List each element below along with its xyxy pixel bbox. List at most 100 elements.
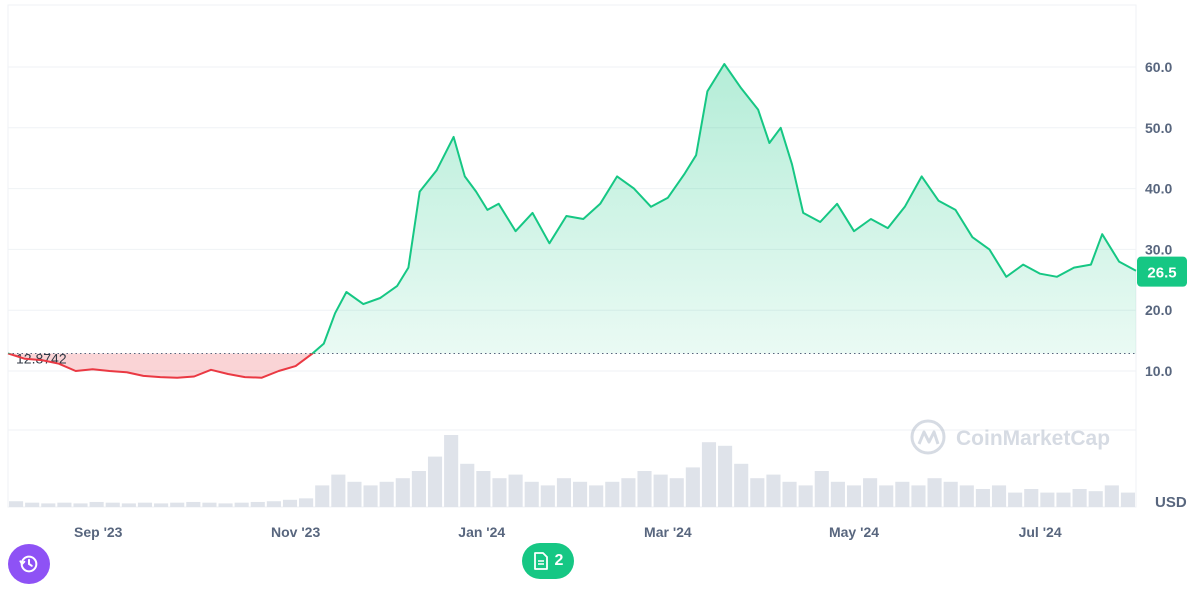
y-tick-label: 40.0 bbox=[1145, 181, 1172, 197]
volume-bar bbox=[218, 503, 233, 507]
volume-bar bbox=[347, 481, 362, 507]
volume-bar bbox=[685, 467, 700, 507]
volume-bar bbox=[476, 471, 491, 507]
volume-bar bbox=[718, 445, 733, 507]
volume-bar bbox=[653, 474, 668, 507]
coinmarketcap-logo-icon bbox=[910, 419, 946, 455]
volume-bar bbox=[137, 502, 153, 507]
volume-bar bbox=[508, 474, 523, 507]
volume-bar bbox=[734, 463, 749, 507]
volume-bar bbox=[975, 489, 990, 507]
volume-bar bbox=[573, 481, 588, 507]
volume-bar bbox=[379, 481, 394, 507]
volume-bar bbox=[460, 463, 475, 507]
x-tick-label: Jul '24 bbox=[1019, 524, 1062, 540]
y-tick-label: 20.0 bbox=[1145, 302, 1172, 318]
volume-bar bbox=[250, 501, 265, 507]
plot-frame bbox=[7, 4, 1137, 508]
volume-bar bbox=[331, 474, 346, 507]
volume-bar bbox=[879, 485, 894, 507]
volume-bar bbox=[863, 478, 878, 507]
volume-bar bbox=[1024, 489, 1039, 507]
volume-bar bbox=[234, 502, 249, 507]
volume-bar bbox=[73, 503, 88, 507]
volume-bar bbox=[556, 478, 571, 507]
volume-bar bbox=[427, 456, 443, 507]
volume-bar bbox=[89, 501, 104, 507]
volume-bar bbox=[798, 485, 813, 507]
volume-bar bbox=[186, 501, 201, 507]
x-tick-label: Nov '23 bbox=[271, 524, 320, 540]
volume-bar bbox=[782, 481, 797, 507]
volume-bar bbox=[363, 485, 378, 507]
volume-bar bbox=[911, 485, 926, 507]
volume-bar bbox=[589, 485, 604, 507]
volume-bar bbox=[25, 502, 40, 507]
x-tick-label: Jan '24 bbox=[458, 524, 505, 540]
volume-bar bbox=[170, 502, 185, 507]
volume-bar bbox=[492, 478, 507, 507]
volume-bar bbox=[895, 481, 910, 507]
area-above-baseline bbox=[8, 64, 1136, 354]
current-price-badge: 26.5 bbox=[1137, 256, 1187, 287]
history-clock-icon bbox=[19, 555, 38, 573]
volume-bar bbox=[669, 478, 684, 507]
volume-bar bbox=[814, 471, 829, 507]
volume-bar bbox=[315, 485, 330, 507]
volume-bar bbox=[395, 478, 410, 507]
y-tick-label: 30.0 bbox=[1145, 241, 1172, 257]
volume-bar bbox=[202, 502, 217, 507]
history-button[interactable] bbox=[8, 544, 50, 584]
x-tick-label: May '24 bbox=[829, 524, 879, 540]
volume-bar bbox=[266, 501, 281, 507]
volume-bar bbox=[121, 503, 136, 507]
volume-bar bbox=[1008, 492, 1023, 507]
volume-bar bbox=[41, 503, 56, 507]
current-price-label: 26.5 bbox=[1147, 265, 1176, 282]
area-below-baseline bbox=[8, 353, 1136, 378]
volume-bar bbox=[299, 498, 314, 507]
y-tick-label: 50.0 bbox=[1145, 120, 1172, 136]
y-tick-label: 10.0 bbox=[1145, 363, 1172, 379]
volume-bar bbox=[943, 481, 958, 507]
volume-bar bbox=[959, 485, 974, 507]
currency-label: USD bbox=[1155, 494, 1187, 511]
volume-bar bbox=[621, 478, 636, 507]
volume-bar bbox=[444, 435, 459, 507]
y-tick-label: 60.0 bbox=[1145, 59, 1172, 75]
volume-bar bbox=[9, 501, 24, 507]
volume-bar bbox=[282, 499, 298, 507]
document-icon bbox=[533, 552, 548, 570]
volume-bar bbox=[540, 485, 555, 507]
news-button[interactable]: 2 bbox=[522, 543, 574, 579]
price-line-up bbox=[7, 63, 1137, 354]
volume-bar bbox=[750, 478, 765, 507]
volume-bar bbox=[1088, 491, 1103, 507]
x-tick-label: Sep '23 bbox=[74, 524, 123, 540]
volume-bar bbox=[57, 502, 72, 507]
volume-bar bbox=[1104, 485, 1119, 507]
volume-bar bbox=[524, 481, 539, 507]
volume-bar bbox=[846, 485, 862, 507]
volume-bar bbox=[105, 502, 120, 507]
volume-bar bbox=[766, 474, 781, 507]
coinmarketcap-watermark: CoinMarketCap bbox=[910, 419, 1110, 455]
volume-bar bbox=[1120, 492, 1135, 507]
volume-bar bbox=[927, 478, 942, 507]
volume-bar bbox=[1072, 489, 1087, 507]
volume-bar bbox=[411, 471, 426, 507]
volume-bar bbox=[605, 481, 620, 507]
volume-bar bbox=[1040, 492, 1055, 507]
watermark-text: CoinMarketCap bbox=[956, 427, 1110, 450]
price-line-down bbox=[7, 353, 314, 379]
volume-bar bbox=[830, 481, 845, 507]
volume-bar bbox=[701, 442, 717, 507]
x-tick-label: Mar '24 bbox=[644, 524, 692, 540]
volume-bar bbox=[1056, 492, 1071, 507]
volume-bar bbox=[154, 503, 169, 507]
news-count: 2 bbox=[554, 552, 564, 569]
volume-bar bbox=[637, 471, 652, 507]
volume-bar bbox=[991, 485, 1007, 507]
